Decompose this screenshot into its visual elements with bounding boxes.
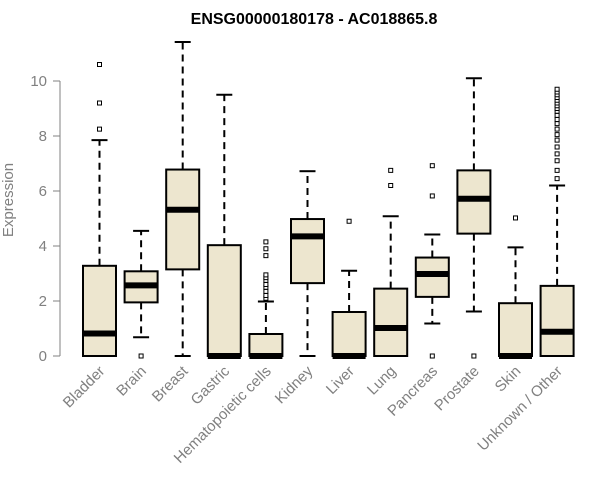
x-tick-label: Skin xyxy=(492,363,525,396)
iqr-box xyxy=(165,168,201,271)
box-lung xyxy=(373,167,409,357)
outlier-point xyxy=(554,112,560,118)
outlier-point xyxy=(97,126,102,132)
outlier-point xyxy=(97,62,102,67)
outlier-point xyxy=(471,353,477,359)
outlier-point xyxy=(346,218,352,224)
box-hematopoietic-cells xyxy=(248,239,284,359)
iqr-box xyxy=(331,311,367,357)
outlier-point xyxy=(388,167,394,173)
outlier-point xyxy=(263,282,269,287)
outlier-point xyxy=(263,246,269,252)
iqr-box xyxy=(414,256,450,298)
box-brain xyxy=(123,229,159,359)
outlier-point xyxy=(554,117,560,122)
x-tick-label: Kidney xyxy=(272,362,317,407)
outlier-point xyxy=(554,126,560,132)
iqr-box xyxy=(206,244,242,357)
x-tick-label: Breast xyxy=(149,362,192,405)
outlier-point xyxy=(554,158,560,164)
box-pancreas xyxy=(414,163,450,359)
box-bladder xyxy=(82,62,117,357)
outlier-point xyxy=(554,176,560,182)
outlier-point xyxy=(513,215,518,221)
box-liver xyxy=(331,218,367,359)
box-series xyxy=(82,40,575,359)
outlier-point xyxy=(138,353,144,359)
box-prostate xyxy=(456,77,492,359)
box-skin xyxy=(498,215,533,359)
x-tick-label: Bladder xyxy=(60,363,109,412)
outlier-point xyxy=(263,272,269,278)
iqr-box xyxy=(498,302,533,358)
x-tick-label: Liver xyxy=(323,363,358,398)
outlier-point xyxy=(554,144,560,150)
outlier-point xyxy=(554,86,560,92)
outlier-point xyxy=(429,193,435,199)
y-tick-label: 2 xyxy=(39,293,47,310)
y-tick-label: 10 xyxy=(30,73,47,90)
outlier-point xyxy=(554,151,560,157)
box-gastric xyxy=(206,93,242,359)
outlier-point xyxy=(263,239,269,245)
outlier-point xyxy=(263,253,269,259)
y-tick-label: 0 xyxy=(39,348,47,365)
outlier-point xyxy=(263,293,269,298)
outlier-point xyxy=(388,183,394,188)
iqr-box xyxy=(539,284,575,357)
outlier-point xyxy=(554,137,560,143)
iqr-box xyxy=(373,287,409,357)
iqr-box xyxy=(248,333,284,357)
outlier-point xyxy=(554,132,560,138)
x-tick-label: Prostate xyxy=(431,363,483,415)
outlier-point xyxy=(429,163,435,169)
iqr-box xyxy=(82,264,117,357)
y-tick-label: 8 xyxy=(39,128,47,145)
iqr-box xyxy=(290,218,325,285)
outlier-point xyxy=(263,288,269,294)
outlier-point xyxy=(97,100,102,106)
chart-title: ENSG00000180178 - AC018865.8 xyxy=(191,11,438,28)
y-axis-label: Expression xyxy=(0,163,17,237)
x-tick-label: Lung xyxy=(364,363,400,399)
iqr-box xyxy=(456,169,492,235)
y-tick-label: 6 xyxy=(39,183,47,200)
x-tick-label: Brain xyxy=(113,363,150,400)
y-tick-label: 4 xyxy=(39,238,47,255)
box-breast xyxy=(165,40,201,357)
box-unknown-other xyxy=(539,86,575,357)
outlier-point xyxy=(429,353,435,359)
outlier-point xyxy=(554,121,560,127)
box-kidney xyxy=(290,170,325,357)
outlier-point xyxy=(554,167,560,173)
y-axis: 0 2 4 6 8 10 xyxy=(30,73,61,365)
